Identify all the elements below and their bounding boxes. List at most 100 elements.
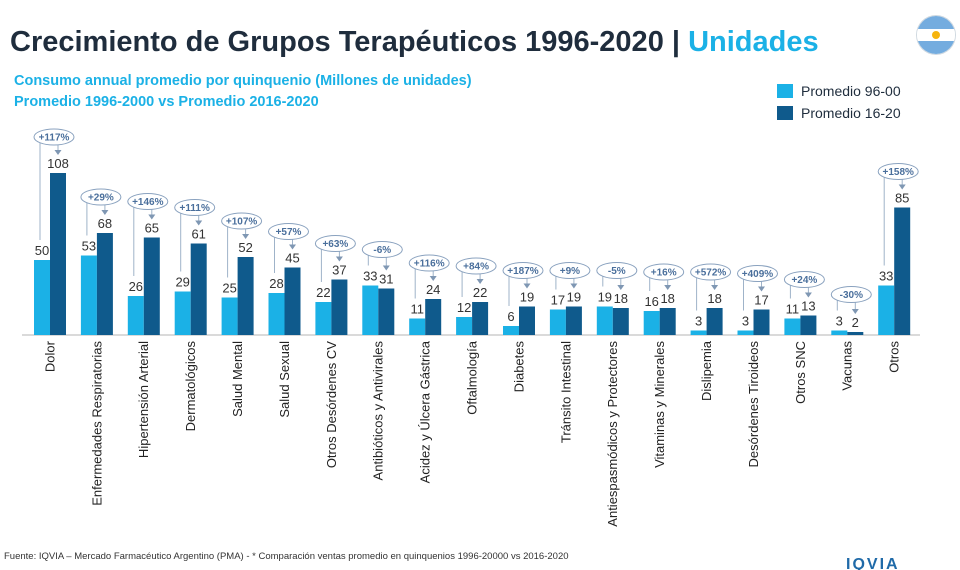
category-label: Antibióticos y Antivirales	[371, 341, 386, 481]
growth-badge	[80, 188, 122, 206]
growth-arrow	[54, 150, 62, 155]
data-label-series2: 13	[801, 299, 815, 314]
data-label-series1: 26	[129, 279, 143, 294]
bar-series2	[472, 302, 489, 335]
bar-series1	[174, 291, 191, 335]
legend-label-series1: Promedio 96-00	[801, 83, 901, 99]
growth-label: +16%	[651, 268, 677, 279]
data-label-series2: 37	[332, 263, 346, 278]
bar-series1	[127, 296, 144, 335]
data-label-series2: 65	[145, 221, 159, 236]
data-label-series1: 3	[695, 314, 702, 329]
data-label-series2: 24	[426, 282, 440, 297]
category-label: Desórdenes Tiroideos	[746, 341, 761, 468]
bar-series1	[596, 306, 613, 335]
growth-arrow	[851, 309, 859, 314]
bar-series1	[34, 260, 50, 335]
growth-badge	[268, 223, 309, 240]
bar-series2	[565, 306, 582, 335]
growth-arrow	[289, 244, 296, 250]
legend-swatch-series2	[777, 106, 793, 120]
data-label-series1: 50	[35, 243, 49, 258]
bar-series2	[284, 267, 301, 335]
data-label-series2: 17	[754, 293, 768, 308]
category-label: Antiespasmódicos y Protectores	[605, 341, 620, 527]
data-label-series1: 11	[410, 302, 424, 317]
bar-series2	[96, 233, 113, 335]
growth-label: +9%	[560, 266, 580, 277]
data-label-series2: 45	[285, 251, 299, 266]
growth-badge	[737, 265, 778, 282]
data-label-series2: 18	[614, 291, 628, 306]
growth-label: +29%	[88, 193, 114, 204]
growth-badge	[361, 241, 403, 258]
growth-badge	[221, 212, 263, 230]
page-title: Crecimiento de Grupos Terapéuticos 1996-…	[10, 26, 819, 59]
category-label: Oftalmología	[465, 340, 480, 414]
growth-label: +117%	[39, 133, 70, 144]
bar-series2	[519, 306, 535, 335]
data-label-series2: 18	[707, 291, 721, 306]
category-label: Enfermedades Respiratorias	[89, 341, 104, 506]
growth-label: +572%	[695, 268, 727, 279]
bar-series2	[190, 243, 207, 335]
data-label-series2: 85	[895, 191, 909, 206]
legend-swatch-series1	[777, 84, 793, 98]
bar-series1	[784, 318, 801, 335]
growth-badge	[877, 163, 919, 180]
bar-series1	[737, 330, 754, 335]
category-label: Otros Desórdenes CV	[324, 341, 339, 468]
category-label: Dermatológicos	[183, 341, 198, 432]
bar-series1	[362, 285, 379, 335]
bar-series2	[847, 332, 864, 335]
growth-arrow	[476, 279, 484, 284]
growth-label: +24%	[791, 275, 817, 286]
growth-arrow	[382, 265, 390, 271]
legend-label-series2: Promedio 16-20	[801, 105, 901, 121]
growth-badge	[549, 262, 591, 279]
growth-badge	[408, 254, 450, 272]
bar-series1	[878, 285, 895, 335]
bar-series1	[690, 330, 707, 335]
argentina-flag-icon	[917, 16, 955, 54]
data-label-series1: 11	[786, 302, 800, 317]
subtitle-period: Promedio 1996-2000 vs Promedio 2016-2020	[14, 94, 319, 110]
bar-series2	[143, 237, 160, 335]
growth-arrow	[898, 184, 906, 190]
growth-label: +116%	[414, 259, 445, 270]
bar-series1	[221, 297, 238, 335]
data-label-series1: 33	[363, 269, 377, 284]
bar-series2	[659, 308, 676, 335]
category-label: Acidez y Úlcera Gástrica	[418, 340, 433, 483]
chart-legend: Promedio 96-00 Promedio 16-20	[777, 80, 901, 124]
bar-series2	[50, 173, 66, 335]
growth-arrow	[148, 214, 156, 220]
data-label-series1: 16	[644, 294, 658, 309]
data-label-series2: 61	[191, 227, 205, 242]
data-label-series1: 22	[316, 285, 330, 300]
title-main: Crecimiento de Grupos Terapéuticos 1996-…	[10, 26, 664, 58]
data-label-series2: 18	[660, 291, 674, 306]
data-label-series1: 33	[879, 269, 893, 284]
growth-arrow	[758, 286, 765, 292]
growth-badge	[314, 235, 356, 252]
growth-arrow	[664, 285, 672, 290]
growth-arrow	[335, 256, 343, 262]
growth-label: +107%	[226, 217, 258, 228]
subtitle-consumption: Consumo annual promedio por quinquenio (…	[14, 73, 472, 89]
data-label-series1: 19	[598, 290, 612, 305]
growth-badge	[33, 128, 75, 146]
legend-item-series1: Promedio 96-00	[777, 80, 901, 102]
data-label-series1: 12	[457, 300, 471, 315]
bar-series2	[612, 308, 629, 335]
growth-label: +146%	[132, 197, 164, 208]
growth-arrow	[711, 285, 719, 290]
data-label-series2: 19	[520, 290, 534, 305]
growth-arrow	[429, 276, 437, 281]
title-accent: Unidades	[688, 26, 819, 58]
bar-series1	[268, 293, 285, 335]
data-label-series1: 28	[269, 276, 283, 291]
data-label-series1: 29	[175, 275, 189, 290]
data-label-series2: 22	[473, 285, 487, 300]
